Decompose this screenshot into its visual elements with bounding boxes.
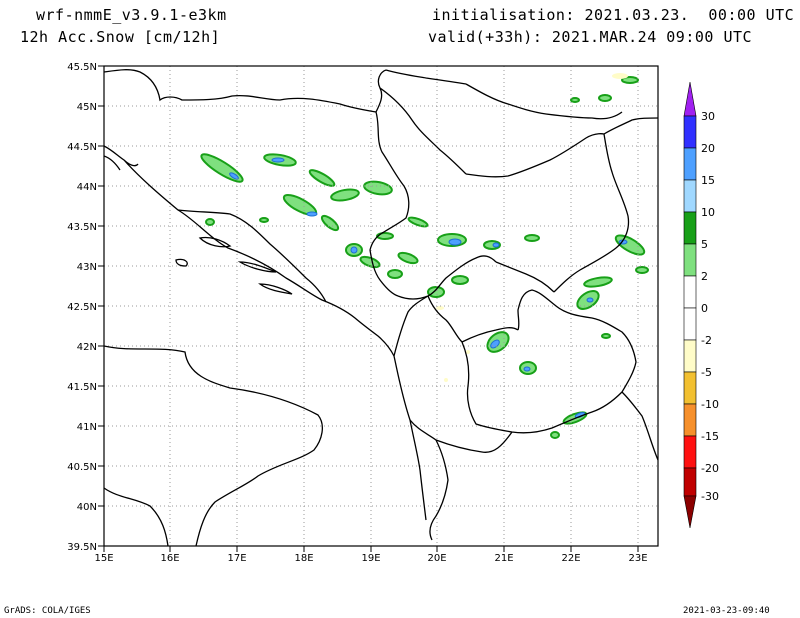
border-al-xk (427, 295, 463, 343)
lon-labels: 15E 16E 17E 18E 19E 20E 21E 22E 23E (94, 553, 647, 564)
lon-label: 22E (561, 553, 580, 564)
lon-label: 19E (361, 553, 380, 564)
legend-label: 20 (701, 142, 715, 155)
legend-swatch (683, 243, 697, 277)
lon-label: 15E (94, 553, 113, 564)
lon-label: 23E (628, 553, 647, 564)
lon-label: 16E (160, 553, 179, 564)
lat-labels: 45.5N 45N 44.5N 44N 43.5N 43N 42.5N 42N … (67, 62, 97, 553)
legend-swatch (683, 275, 697, 309)
coast-adriatic (104, 145, 427, 521)
legend-swatch (683, 403, 697, 437)
lon-label: 18E (294, 553, 313, 564)
lat-label: 40N (77, 502, 97, 513)
legend-label: 5 (701, 238, 708, 251)
lat-label: 44N (77, 182, 97, 193)
border-hu (385, 69, 467, 85)
legend-label: -20 (701, 462, 719, 475)
legend-swatch (683, 467, 697, 497)
lat-label: 45N (77, 102, 97, 113)
border-gr-bg (621, 391, 658, 461)
init-time: initialisation: 2021.03.23. 00:00 UTC (432, 6, 795, 24)
legend-swatch (683, 371, 697, 405)
legend-labels: 30 20 15 10 5 2 0 -2 -5 -10 -15 -20 -30 (701, 110, 719, 503)
legend-arrow-top (683, 81, 697, 117)
border-ro-rs (465, 133, 605, 178)
legend-label: -2 (701, 334, 712, 347)
legend-swatch (683, 435, 697, 469)
legend-swatch (683, 179, 697, 213)
border-xk-mk (461, 327, 519, 343)
legend-label: -15 (701, 430, 719, 443)
legend-swatch (683, 115, 697, 149)
legend-swatch (683, 339, 697, 373)
island-4 (258, 283, 293, 295)
lat-label: 41.5N (67, 382, 97, 393)
lat-label: 39.5N (67, 542, 97, 553)
lat-label: 43.5N (67, 222, 97, 233)
border-ba-rs (369, 111, 410, 251)
legend-label: 30 (701, 110, 715, 123)
legend-label: -5 (701, 366, 712, 379)
field-title: 12h Acc.Snow [cm/12h] (20, 28, 221, 46)
border-xk-rs (495, 261, 555, 293)
lat-label: 42.5N (67, 302, 97, 313)
border-north (104, 69, 387, 113)
island-5 (104, 155, 121, 171)
legend-label: -30 (701, 490, 719, 503)
legend-arrow-bottom (683, 495, 697, 529)
border-macedonia (461, 289, 637, 434)
legend-label: 15 (701, 174, 715, 187)
lat-label: 40.5N (67, 462, 97, 473)
border-hu-ro (465, 83, 623, 120)
coast-italy-south (104, 487, 169, 546)
lat-label: 42N (77, 342, 97, 353)
border-hr-ba (177, 209, 327, 303)
axis-ticks (98, 65, 639, 552)
legend-label: 2 (701, 270, 708, 283)
lat-label: 44.5N (67, 142, 97, 153)
footer-timestamp: 2021-03-23-09:40 (683, 606, 770, 616)
lon-label: 17E (227, 553, 246, 564)
legend-swatch (683, 307, 697, 341)
footer-credit: GrADS: COLA/IGES (4, 606, 91, 616)
border-gr-mk (435, 431, 513, 453)
coastlines-borders (104, 69, 658, 546)
model-title: wrf-nmmE_v3.9.1-e3km (36, 6, 227, 24)
lat-label: 45.5N (67, 62, 97, 73)
coast-italy (104, 345, 324, 546)
border-ba-me (369, 249, 399, 297)
border-me-xk (397, 255, 497, 300)
graticule (104, 66, 658, 546)
border-ro-bg (603, 117, 658, 135)
border-me-al (393, 295, 429, 357)
legend-label: 0 (701, 302, 708, 315)
color-legend (683, 81, 697, 529)
island-3 (237, 261, 277, 273)
legend-swatch (683, 211, 697, 245)
border-hr-rs (379, 87, 467, 175)
snow-field-layer (200, 73, 649, 439)
lat-label: 41N (77, 422, 97, 433)
island-2 (175, 258, 188, 267)
border-rs-bg (553, 133, 630, 293)
legend-label: 10 (701, 206, 715, 219)
lat-label: 43N (77, 262, 97, 273)
legend-label: -10 (701, 398, 719, 411)
lon-label: 21E (494, 553, 513, 564)
lon-label: 20E (427, 553, 446, 564)
island-1 (198, 236, 232, 248)
legend-swatch (683, 147, 697, 181)
valid-time: valid(+33h): 2021.MAR.24 09:00 UTC (428, 28, 753, 46)
border-al-gr (409, 419, 449, 541)
